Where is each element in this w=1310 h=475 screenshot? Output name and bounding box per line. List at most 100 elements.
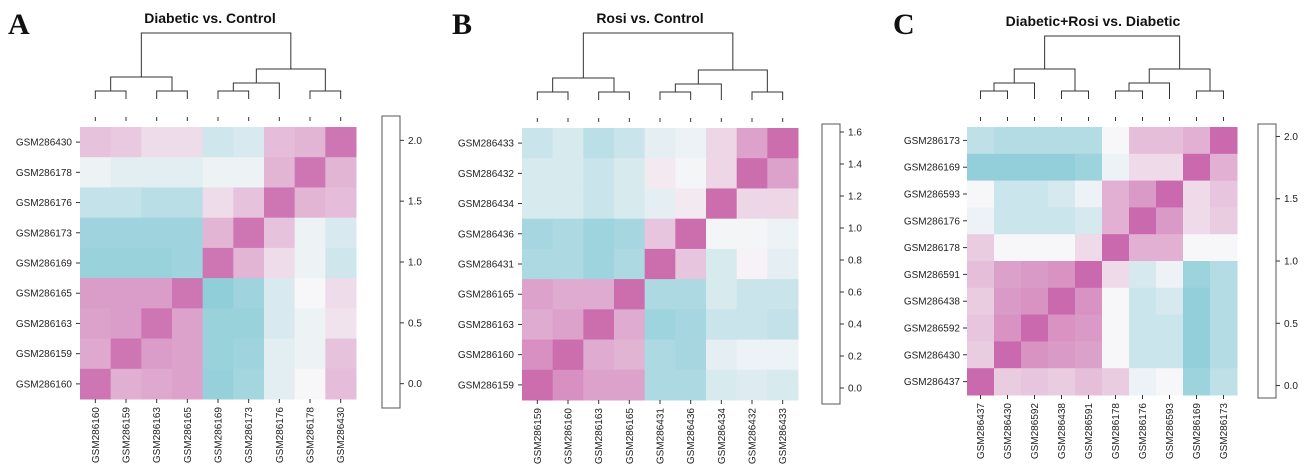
colorbar-tick-label: 0.0 — [408, 379, 422, 390]
colorbar-tick-label: 0.8 — [848, 256, 862, 267]
heatmap-cell — [522, 158, 554, 189]
heatmap-cell — [141, 338, 173, 370]
heatmap-cell — [675, 248, 707, 280]
heatmap-cell — [552, 369, 584, 401]
heatmap-cell — [80, 368, 112, 400]
heatmap-cell — [1183, 207, 1211, 235]
heatmap-cell — [1102, 153, 1130, 182]
heatmap-cell — [294, 308, 326, 340]
heatmap-cell — [80, 338, 112, 370]
heatmap-cell — [325, 368, 357, 400]
heatmap-cell — [1183, 153, 1211, 182]
heatmap-cell — [736, 309, 768, 341]
heatmap-cell — [141, 247, 173, 279]
heatmap-cell — [1156, 180, 1184, 208]
heatmap-cell — [1129, 153, 1157, 182]
dendrogram-branch — [156, 90, 188, 99]
heatmap-cell — [172, 187, 204, 219]
heatmap-cell — [706, 128, 738, 159]
heatmap-cell — [1102, 207, 1130, 235]
heatmap-cell — [644, 279, 676, 310]
heatmap-cell — [1021, 261, 1049, 289]
heatmap-cell — [172, 247, 204, 279]
heatmap-cell — [1102, 180, 1130, 208]
heatmap-cell — [706, 339, 738, 371]
heatmap-cell — [264, 157, 296, 188]
heatmap-cell — [1075, 207, 1103, 235]
col-label: GSM286173 — [1219, 403, 1230, 460]
dendrogram-branch — [751, 91, 784, 100]
heatmap-cell — [736, 128, 768, 159]
col-label: GSM286592 — [1030, 403, 1041, 460]
heatmap-cell — [614, 218, 646, 250]
col-label: GSM286591 — [1084, 403, 1095, 460]
dendrogram-branch — [1013, 68, 1076, 91]
heatmap-cell — [1183, 287, 1211, 316]
heatmap-cell — [583, 158, 615, 189]
row-label: GSM286173 — [16, 228, 73, 239]
heatmap-cell — [644, 188, 676, 220]
heatmap-cell — [675, 158, 707, 189]
heatmap-cell — [1210, 341, 1238, 369]
dendrogram-branch — [217, 90, 250, 99]
heatmap-cell — [1075, 261, 1103, 289]
heatmap-cell — [552, 188, 584, 220]
heatmap-cell — [614, 158, 646, 189]
heatmap-cell — [1210, 368, 1238, 396]
heatmap-cell — [1048, 341, 1076, 369]
heatmap-cell — [675, 218, 707, 250]
dendrogram-branch — [255, 68, 326, 91]
heatmap-cell — [994, 234, 1022, 262]
heatmap-cell — [233, 308, 265, 340]
heatmap-cell — [767, 279, 799, 310]
heatmap-cell — [967, 127, 995, 155]
heatmap-cell — [644, 309, 676, 341]
colorbar — [821, 123, 841, 405]
heatmap-cell — [736, 218, 768, 250]
heatmap-cell — [994, 314, 1022, 342]
col-label: GSM286430 — [336, 407, 347, 464]
heatmap-cell — [1210, 234, 1238, 262]
heatmap-cell — [202, 217, 234, 249]
colorbar-tick-label: 0.5 — [408, 318, 422, 329]
heatmap-cell — [1075, 234, 1103, 262]
col-label: GSM286176 — [275, 407, 286, 464]
col-label: GSM286160 — [564, 408, 575, 465]
heatmap-cell — [1048, 153, 1076, 182]
heatmap-cell — [1129, 127, 1157, 155]
row-label: GSM286592 — [904, 324, 961, 335]
heatmap-cell — [233, 217, 265, 249]
dendrogram-branch — [536, 91, 569, 100]
heatmap-cell — [1156, 341, 1184, 369]
heatmap-cell — [1210, 127, 1238, 155]
row-label: GSM286169 — [904, 163, 961, 174]
heatmap-cell — [325, 308, 357, 340]
heatmap-cell — [172, 338, 204, 370]
colorbar-tick-label: 1.5 — [408, 197, 422, 208]
heatmap-cell — [141, 127, 173, 158]
heatmap-cell — [233, 187, 265, 219]
panel-title: Diabetic vs. Control — [144, 10, 275, 26]
heatmap-cell — [522, 188, 554, 220]
heatmap-cell — [264, 278, 296, 309]
heatmap-cell — [264, 217, 296, 249]
heatmap-cell — [767, 309, 799, 341]
heatmap-cell — [736, 279, 768, 310]
heatmap-cell — [1129, 368, 1157, 396]
heatmap-cell — [110, 278, 142, 309]
heatmap-cell — [644, 248, 676, 280]
colorbar-tick-label: 1.2 — [848, 192, 862, 203]
dendrogram-branch — [1044, 35, 1181, 69]
heatmap-cell — [583, 128, 615, 159]
heatmap-cell — [141, 187, 173, 219]
row-label: GSM286173 — [904, 136, 961, 147]
heatmap-cell — [583, 309, 615, 341]
heatmap-cell — [1075, 180, 1103, 208]
heatmap-cell — [202, 187, 234, 219]
col-label: GSM286169 — [1192, 403, 1203, 460]
col-label: GSM286437 — [976, 403, 987, 460]
heatmap-cell — [767, 158, 799, 189]
dendrogram-branch — [582, 32, 734, 78]
heatmap-cell — [325, 157, 357, 188]
row-label: GSM286163 — [458, 320, 515, 331]
